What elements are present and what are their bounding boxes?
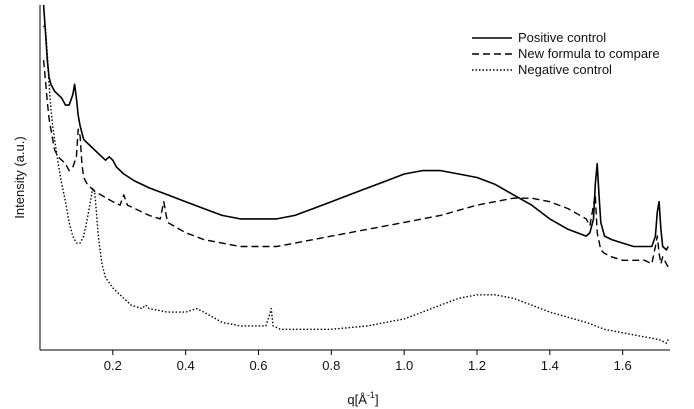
x-tick-label: 1.4 — [541, 358, 559, 373]
x-tick-label: 0.6 — [249, 358, 267, 373]
x-tick-label: 0.2 — [104, 358, 122, 373]
x-tick-label: 0.8 — [322, 358, 340, 373]
x-tick-label: 1.2 — [468, 358, 486, 373]
x-tick-label: 1.0 — [395, 358, 413, 373]
series-line-new-formula-to-compare — [42, 60, 669, 268]
x-tick-label: 0.4 — [177, 358, 195, 373]
series-line-negative-control — [42, 25, 669, 344]
axes: 0.2 0.4 0.6 0.8 1.0 1.2 1.4 1.6 q[Å-1] Intensit… — [12, 5, 670, 407]
y-axis-label: Intensity (a.u.) — [12, 136, 27, 218]
series-line-positive-control — [42, 4, 669, 251]
x-axis-label: q[Å-1] — [347, 390, 378, 407]
x-ticks: 0.2 0.4 0.6 0.8 1.0 1.2 1.4 1.6 — [104, 350, 632, 373]
legend-label-new-formula-to-compare: New formula to compare — [518, 46, 660, 61]
legend-label-positive-control: Positive control — [518, 30, 606, 45]
x-tick-label: 1.6 — [614, 358, 632, 373]
legend-label-negative-control: Negative control — [518, 62, 612, 77]
plot-area — [42, 4, 669, 344]
